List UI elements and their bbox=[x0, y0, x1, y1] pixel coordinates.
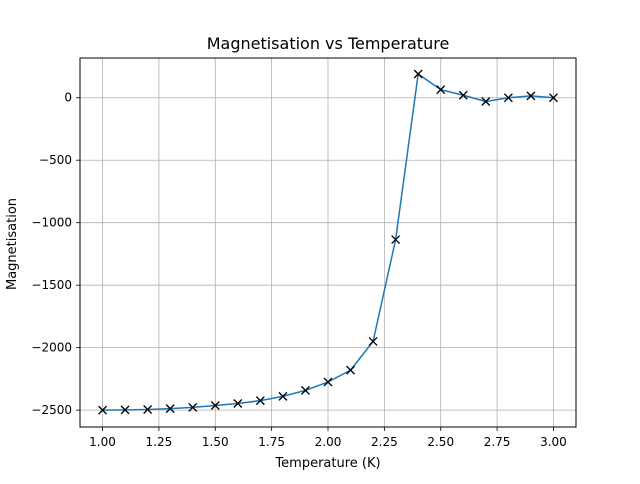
data-point-marker bbox=[255, 396, 265, 406]
x-tick-label: 2.25 bbox=[371, 435, 398, 449]
tick-layer: 1.00 1.25 1.50 1.75 2.00 2.25 2.50 2.75 3.00 0 −50… bbox=[31, 91, 566, 449]
data-point-marker bbox=[346, 365, 356, 375]
data-point-marker bbox=[233, 399, 243, 408]
plot-frame bbox=[79, 57, 577, 428]
data-point-marker bbox=[436, 85, 446, 95]
x-tick-label: 3.00 bbox=[540, 435, 567, 449]
data-point-marker bbox=[210, 401, 220, 410]
x-tick-label: 1.50 bbox=[202, 435, 229, 449]
y-tick-label: −2500 bbox=[31, 403, 72, 417]
y-tick-label: −2000 bbox=[31, 341, 72, 355]
data-point-marker bbox=[165, 404, 175, 414]
data-point-marker bbox=[300, 385, 310, 395]
data-point-marker bbox=[323, 377, 333, 387]
y-tick-label: −1000 bbox=[31, 216, 72, 230]
chart-title: Magnetisation vs Temperature bbox=[207, 34, 450, 53]
data-point-marker bbox=[481, 97, 491, 106]
series-layer bbox=[98, 69, 558, 415]
x-tick-label: 1.75 bbox=[258, 435, 285, 449]
data-point-marker bbox=[413, 69, 423, 79]
data-point-marker bbox=[503, 93, 513, 103]
data-point-marker bbox=[143, 405, 153, 414]
x-tick-label: 1.00 bbox=[89, 435, 116, 449]
y-tick-label: 0 bbox=[64, 91, 72, 105]
data-point-marker bbox=[458, 90, 468, 100]
x-axis-label: Temperature (K) bbox=[274, 456, 380, 471]
grid-layer bbox=[80, 58, 576, 427]
data-point-marker bbox=[368, 336, 378, 346]
data-point-marker bbox=[278, 391, 288, 401]
data-point-marker bbox=[526, 91, 536, 101]
y-tick-label: −1500 bbox=[31, 278, 72, 292]
y-tick-label: −500 bbox=[39, 153, 72, 167]
x-tick-label: 2.75 bbox=[484, 435, 511, 449]
x-tick-label: 2.00 bbox=[315, 435, 342, 449]
x-tick-label: 2.50 bbox=[427, 435, 454, 449]
data-point-marker bbox=[98, 405, 108, 415]
x-tick-label: 1.25 bbox=[146, 435, 173, 449]
data-point-marker bbox=[120, 405, 130, 415]
data-point-marker bbox=[188, 402, 198, 412]
y-axis-label: Magnetisation bbox=[5, 198, 20, 290]
data-point-marker bbox=[391, 235, 401, 245]
data-point-marker bbox=[548, 93, 558, 103]
